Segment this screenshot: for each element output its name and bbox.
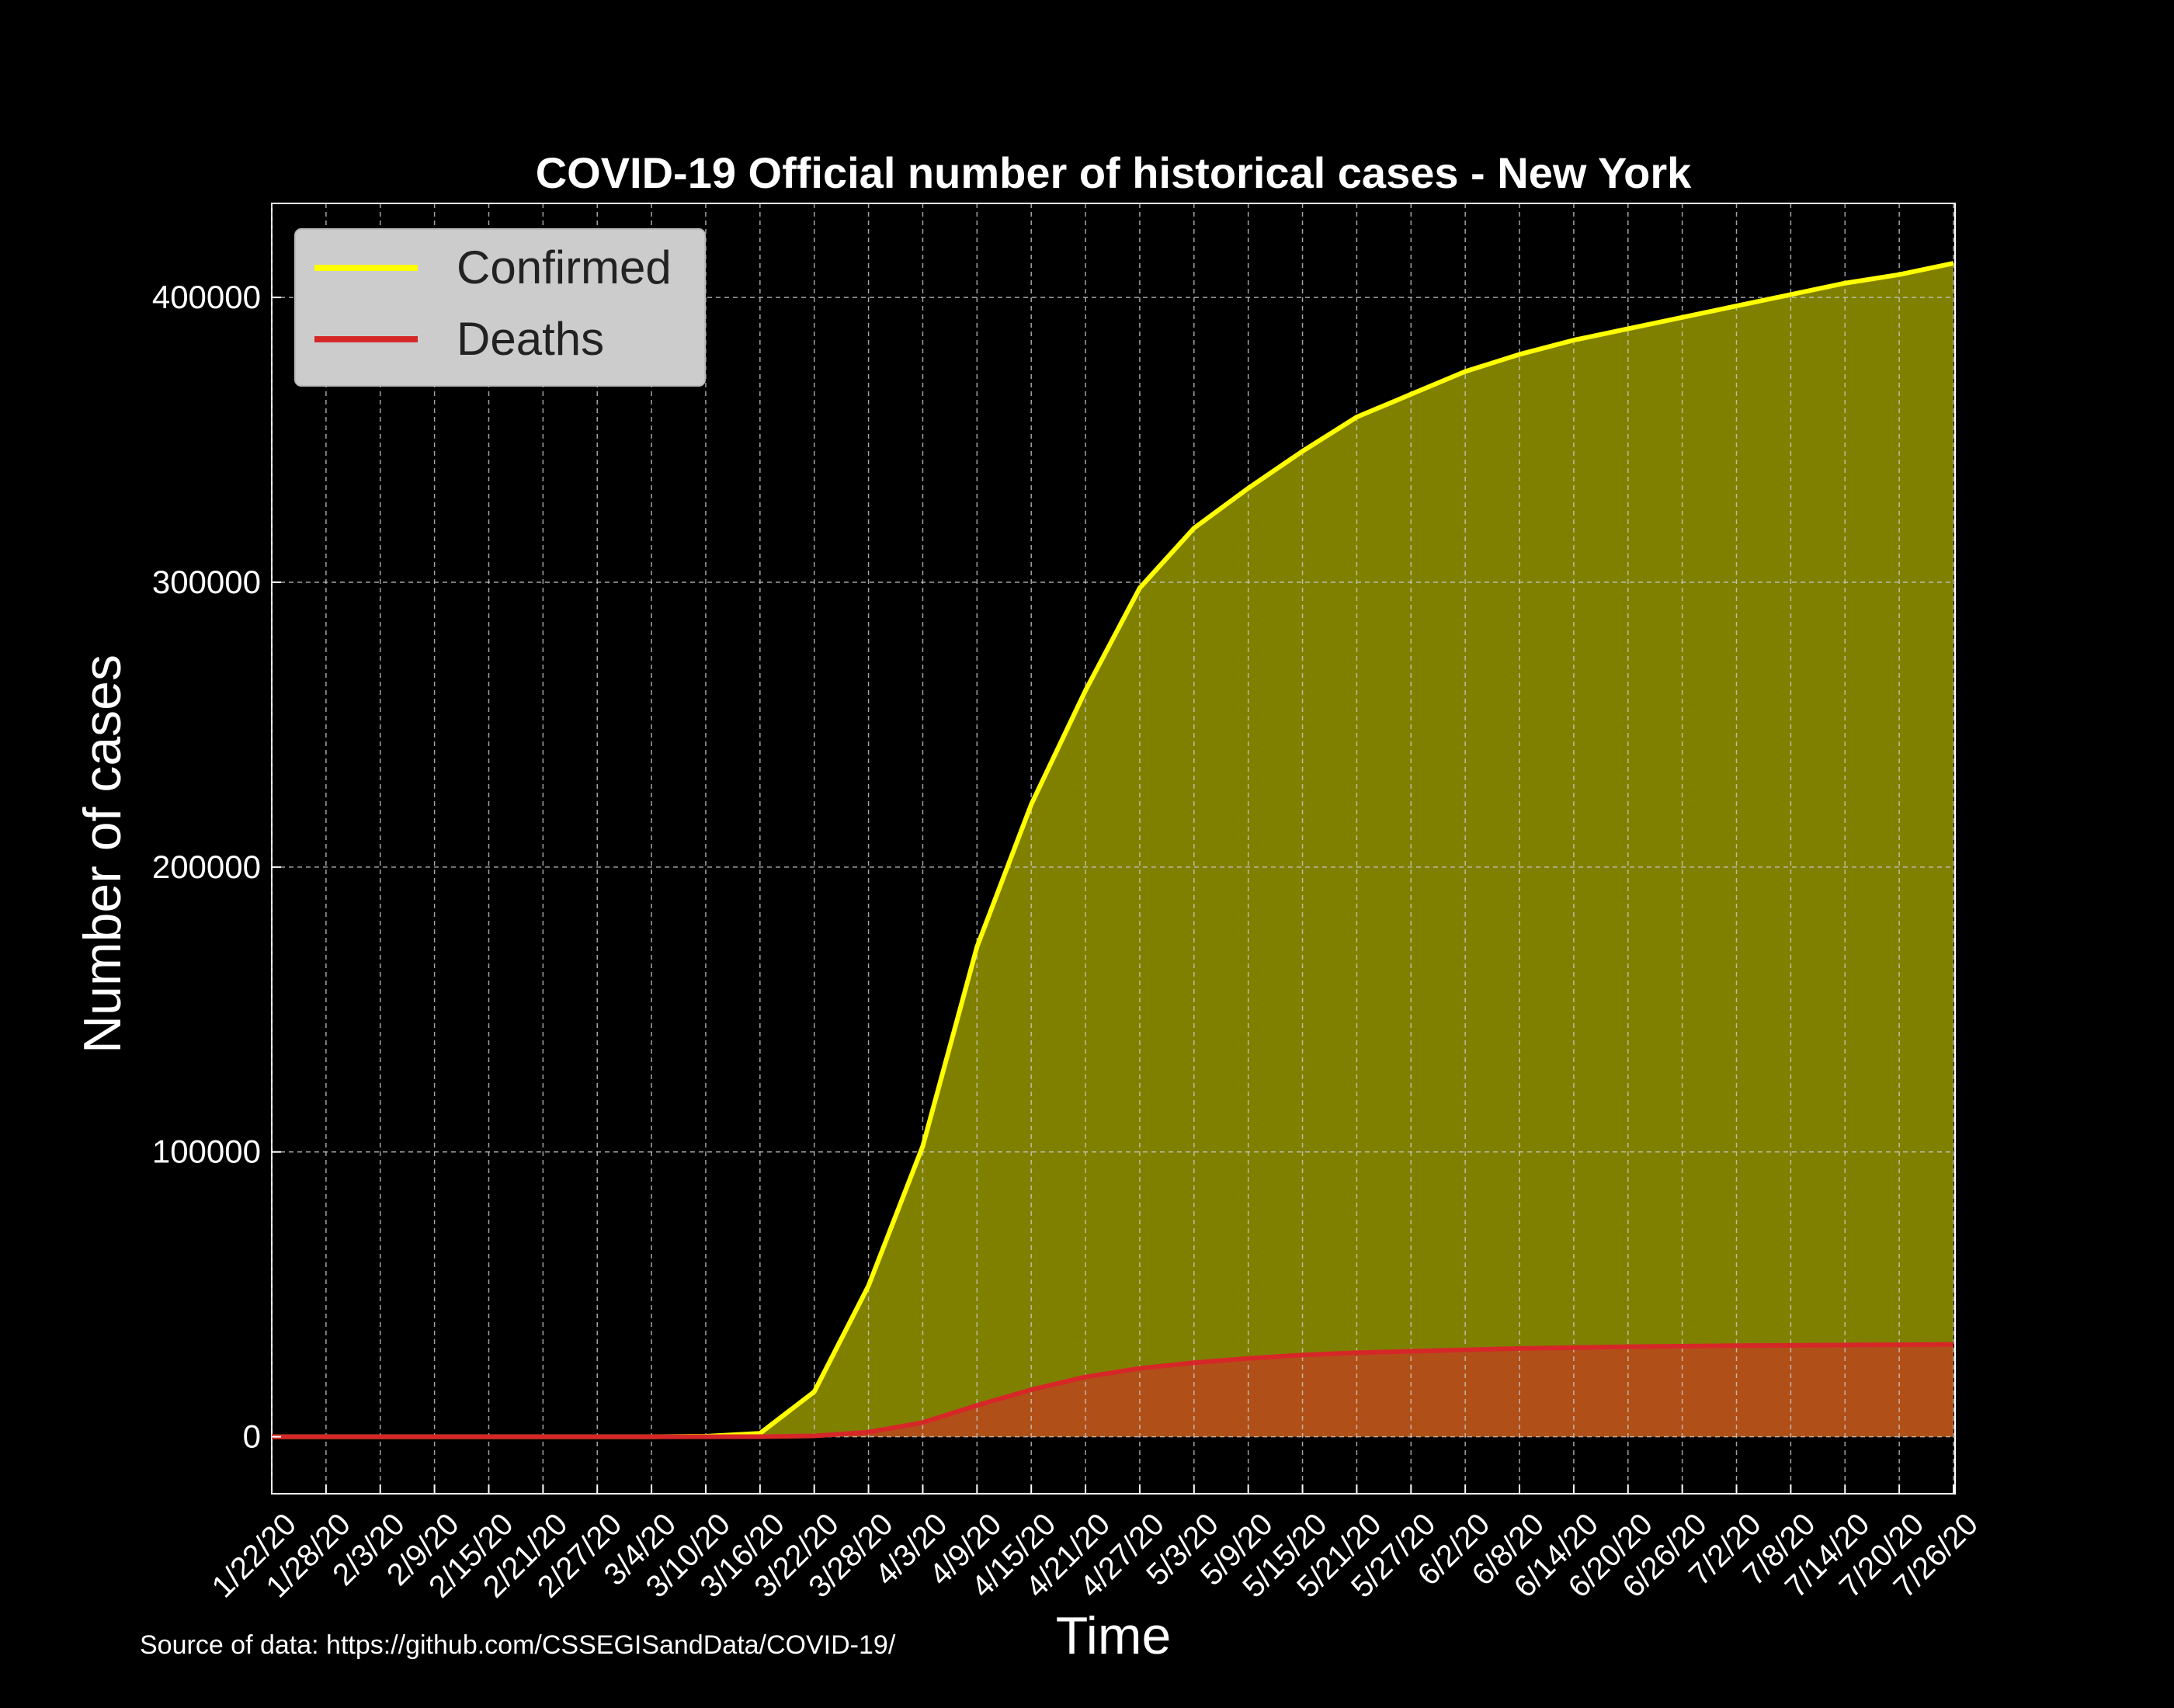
chart-title: COVID-19 Official number of historical c… — [536, 148, 1692, 197]
y-tick-label: 0 — [243, 1418, 261, 1455]
y-tick-label: 300000 — [152, 564, 261, 600]
area-confirmed — [272, 263, 1953, 1437]
source-note: Source of data: https://github.com/CSSEG… — [140, 1630, 896, 1660]
legend: Confirmed Deaths — [294, 228, 706, 387]
x-axis-label: Time — [1056, 1606, 1172, 1665]
legend-label-deaths: Deaths — [457, 313, 604, 365]
area-deaths — [272, 1344, 1953, 1437]
line-deaths — [272, 1342, 1954, 1439]
y-tick-label: 400000 — [152, 279, 261, 315]
y-axis-label: Number of cases — [73, 654, 132, 1054]
y-tick-label: 200000 — [152, 849, 261, 885]
y-tick-label: 100000 — [152, 1133, 261, 1170]
legend-label-confirmed: Confirmed — [457, 241, 672, 293]
